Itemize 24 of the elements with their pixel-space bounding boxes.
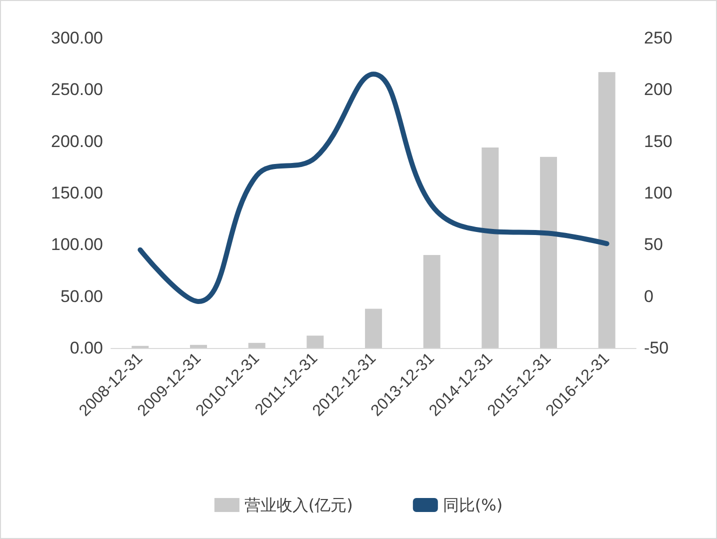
y-tick-label: 0.00 xyxy=(70,338,103,358)
y2-tick-label: 100 xyxy=(644,184,672,202)
bar xyxy=(423,255,440,348)
y-tick-label: 250.00 xyxy=(51,80,103,100)
legend-label: 营业收入(亿元) xyxy=(244,496,353,514)
y2-tick-label: 0 xyxy=(644,286,654,306)
y2-tick-label: 50 xyxy=(644,235,663,254)
y-tick-label: 50.00 xyxy=(60,286,103,306)
y2-tick-label: 200 xyxy=(644,80,672,100)
bar xyxy=(598,72,616,348)
bar xyxy=(306,336,324,348)
bar xyxy=(365,308,382,348)
legend-label: 同比(%) xyxy=(442,496,503,514)
y-tick-label: 200.00 xyxy=(51,132,103,151)
y-tick-label: 150.00 xyxy=(51,184,103,202)
bar xyxy=(482,148,499,348)
y-tick-label: 300.00 xyxy=(51,28,103,48)
y2-tick-label: 150 xyxy=(644,132,672,151)
bar xyxy=(540,156,557,348)
bar xyxy=(190,344,207,348)
bar xyxy=(248,342,266,348)
y-tick-label: 100.00 xyxy=(51,235,103,254)
y2-tick-label: 250 xyxy=(644,28,672,48)
y2-tick-label: -50 xyxy=(644,338,669,358)
